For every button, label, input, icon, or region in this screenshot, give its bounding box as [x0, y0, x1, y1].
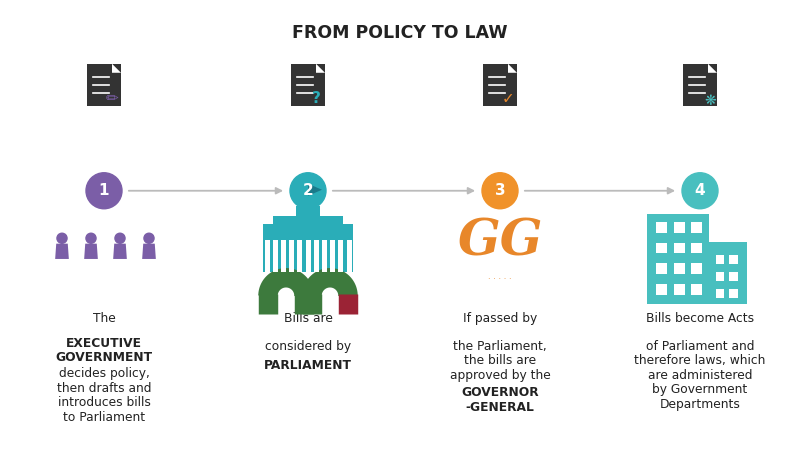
Text: ❋: ❋ — [704, 94, 716, 108]
FancyBboxPatch shape — [647, 214, 709, 304]
FancyBboxPatch shape — [656, 222, 667, 233]
Text: then drafts and: then drafts and — [57, 382, 151, 395]
Circle shape — [57, 233, 67, 244]
Circle shape — [115, 233, 125, 244]
Text: EXECUTIVE: EXECUTIVE — [66, 337, 142, 350]
Text: GOVERNOR: GOVERNOR — [461, 386, 539, 399]
Text: are administered: are administered — [648, 369, 752, 382]
Circle shape — [86, 173, 122, 209]
Text: the bills are: the bills are — [464, 354, 536, 367]
Text: ?: ? — [311, 91, 321, 106]
Text: GG: GG — [458, 217, 542, 266]
Polygon shape — [55, 244, 69, 259]
FancyBboxPatch shape — [709, 242, 747, 304]
FancyBboxPatch shape — [656, 284, 667, 295]
FancyBboxPatch shape — [314, 240, 318, 272]
Text: considered by: considered by — [265, 340, 351, 353]
Text: If passed by: If passed by — [463, 312, 537, 325]
Polygon shape — [112, 64, 121, 73]
Text: Departments: Departments — [659, 398, 741, 411]
Circle shape — [682, 173, 718, 209]
Text: 2: 2 — [302, 183, 314, 198]
Text: to Parliament: to Parliament — [63, 411, 145, 424]
FancyBboxPatch shape — [291, 64, 325, 106]
FancyBboxPatch shape — [691, 222, 702, 233]
Text: approved by the: approved by the — [450, 369, 550, 382]
Text: ✏: ✏ — [106, 91, 118, 106]
Text: introduces bills: introduces bills — [58, 397, 150, 409]
FancyBboxPatch shape — [729, 289, 738, 298]
FancyBboxPatch shape — [263, 234, 353, 272]
Text: The: The — [93, 312, 115, 325]
Text: Bills are: Bills are — [283, 312, 333, 325]
FancyBboxPatch shape — [683, 64, 717, 106]
Polygon shape — [142, 244, 156, 259]
Text: therefore laws, which: therefore laws, which — [634, 354, 766, 367]
FancyBboxPatch shape — [273, 240, 278, 272]
Text: 4: 4 — [694, 183, 706, 198]
FancyBboxPatch shape — [674, 284, 685, 295]
Text: by Government: by Government — [652, 383, 748, 397]
Text: the Parliament,: the Parliament, — [453, 340, 547, 353]
Text: ✓: ✓ — [502, 91, 514, 106]
Text: of Parliament and: of Parliament and — [646, 340, 754, 353]
FancyBboxPatch shape — [691, 263, 702, 274]
FancyBboxPatch shape — [691, 243, 702, 253]
FancyBboxPatch shape — [273, 216, 343, 224]
FancyBboxPatch shape — [296, 206, 320, 216]
FancyBboxPatch shape — [330, 240, 335, 272]
Text: 3: 3 — [494, 183, 506, 198]
FancyBboxPatch shape — [729, 272, 738, 281]
FancyBboxPatch shape — [691, 284, 702, 295]
Polygon shape — [308, 184, 322, 196]
Text: PARLIAMENT: PARLIAMENT — [264, 359, 352, 372]
Polygon shape — [508, 64, 517, 73]
FancyBboxPatch shape — [674, 243, 685, 253]
FancyBboxPatch shape — [306, 240, 310, 272]
Text: 1: 1 — [98, 183, 110, 198]
FancyBboxPatch shape — [289, 240, 294, 272]
FancyBboxPatch shape — [298, 240, 302, 272]
Circle shape — [482, 173, 518, 209]
FancyBboxPatch shape — [656, 243, 667, 253]
Polygon shape — [316, 64, 325, 73]
FancyBboxPatch shape — [716, 272, 724, 281]
Text: decides policy,: decides policy, — [58, 367, 150, 381]
Text: · · · · ·: · · · · · — [488, 275, 512, 284]
Circle shape — [290, 173, 326, 209]
FancyBboxPatch shape — [716, 289, 724, 298]
FancyBboxPatch shape — [87, 64, 121, 106]
FancyBboxPatch shape — [729, 255, 738, 264]
Text: GOVERNMENT: GOVERNMENT — [55, 351, 153, 365]
FancyBboxPatch shape — [346, 240, 351, 272]
Polygon shape — [84, 244, 98, 259]
FancyBboxPatch shape — [483, 64, 517, 106]
Text: -GENERAL: -GENERAL — [466, 401, 534, 414]
Text: FROM POLICY TO LAW: FROM POLICY TO LAW — [292, 24, 508, 42]
FancyBboxPatch shape — [281, 240, 286, 272]
Polygon shape — [113, 244, 127, 259]
FancyBboxPatch shape — [674, 222, 685, 233]
FancyBboxPatch shape — [674, 263, 685, 274]
FancyBboxPatch shape — [338, 240, 343, 272]
Text: Bills become Acts: Bills become Acts — [646, 312, 754, 325]
FancyBboxPatch shape — [322, 240, 327, 272]
FancyBboxPatch shape — [716, 255, 724, 264]
Circle shape — [144, 233, 154, 244]
Polygon shape — [708, 64, 717, 73]
Circle shape — [86, 233, 96, 244]
FancyBboxPatch shape — [263, 224, 353, 234]
FancyBboxPatch shape — [656, 263, 667, 274]
FancyBboxPatch shape — [265, 240, 270, 272]
